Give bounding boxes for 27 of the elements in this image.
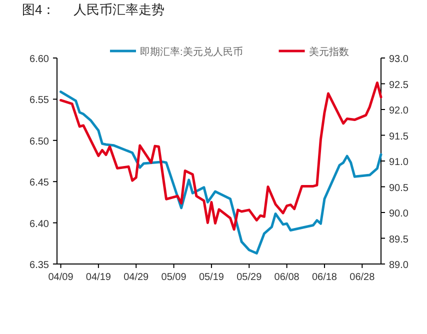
y-tick-label: 6.40 [30,218,50,230]
x-tick-label: 06/28 [350,272,376,283]
x-tick-label: 06/18 [312,272,338,283]
y2-tick-label: 90.0 [389,208,409,220]
y-tick-label: 6.35 [30,260,50,271]
x-tick-label: 04/29 [124,272,150,283]
x-tick-label: 04/19 [86,272,112,283]
y-tick-label: 6.55 [30,95,50,106]
y-tick-label: 6.60 [30,54,50,65]
x-tick-label: 05/29 [236,272,262,283]
y2-tick-label: 89.0 [389,260,409,271]
x-tick-label: 06/08 [274,272,300,283]
y2-tick-label: 90.5 [389,182,409,194]
y2-tick-label: 91.5 [389,131,409,142]
x-tick-label: 05/09 [161,272,187,283]
y2-tick-label: 92.0 [389,106,409,116]
x-tick-label: 05/19 [198,272,224,283]
x-tick-label: 04/09 [48,272,74,283]
y2-tick-label: 93.0 [389,54,409,65]
legend-label: 即期汇率:美元兑人民币 [140,46,243,58]
chart-title: 图4： 人民币汇率走势 [22,2,164,17]
legend-label: 美元指数 [308,46,349,58]
y2-tick-label: 92.5 [389,80,409,91]
y-tick-label: 6.45 [30,178,50,189]
y2-tick-label: 91.0 [389,157,409,168]
y-tick-label: 6.50 [30,136,50,148]
y2-tick-label: 89.5 [389,234,409,246]
